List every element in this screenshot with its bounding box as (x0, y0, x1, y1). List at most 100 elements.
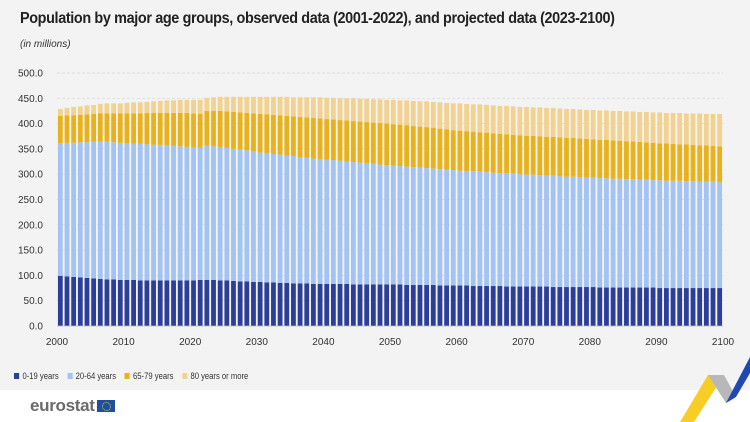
bar-segment (690, 144, 696, 182)
bar-segment (124, 102, 130, 114)
bar-segment (630, 141, 636, 180)
bar-segment (564, 137, 569, 177)
bar-segment (564, 108, 569, 138)
bar-segment (630, 111, 636, 142)
bar-segment (717, 182, 723, 289)
logo-text: eurostat (30, 396, 95, 415)
bar-segment (251, 113, 256, 152)
bar-segment (577, 138, 583, 178)
bar-segment (417, 126, 423, 168)
bar-segment (370, 99, 376, 123)
bar-segment (617, 140, 623, 179)
bar-segment (464, 171, 469, 286)
bar-segment (497, 286, 503, 326)
bar-segment (71, 142, 77, 277)
y-tick-label: 150.0 (18, 246, 43, 257)
bar-segment (630, 179, 636, 288)
bar-segment (64, 142, 70, 277)
bar-segment (584, 287, 589, 326)
bar-segment (544, 175, 549, 287)
bar-segment (703, 113, 709, 146)
bar-segment (330, 284, 336, 326)
bar-segment (597, 287, 603, 326)
bar-segment (557, 108, 563, 138)
bar-segment (237, 281, 243, 326)
bar-segment (604, 287, 609, 326)
bar-segment (111, 113, 117, 143)
bar-segment (257, 113, 263, 153)
bar-segment (77, 114, 83, 143)
bar-segment (690, 288, 696, 326)
bar-segment (157, 280, 163, 326)
bar-segment (311, 158, 316, 285)
bar-segment (191, 113, 196, 148)
bar-segment (377, 99, 383, 124)
bar-segment (577, 177, 583, 288)
bar-segment (637, 179, 643, 288)
bar-segment (231, 148, 236, 281)
bar-segment (717, 146, 723, 183)
bar-segment (377, 123, 383, 165)
bar-segment (144, 101, 150, 113)
bar-segment (324, 97, 330, 120)
bar-segment (604, 178, 609, 288)
eurostat-logo: eurostat (30, 396, 115, 416)
bar-segment (330, 119, 336, 161)
bar-segment (77, 277, 83, 326)
bar-segment (424, 127, 430, 169)
bar-segment (151, 112, 156, 145)
bar-segment (670, 112, 676, 144)
bar-segment (237, 112, 243, 150)
bar-segment (344, 98, 350, 121)
bar-segment (397, 284, 403, 326)
bar-segment (111, 279, 117, 326)
bar-segment (224, 111, 230, 148)
bar-segment (104, 113, 110, 142)
bar-segment (211, 279, 216, 326)
bar-segment (457, 170, 463, 286)
bar-segment (350, 162, 356, 285)
bar-segment (663, 112, 669, 144)
legend-label: 20-64 years (75, 371, 117, 381)
bar-segment (317, 97, 323, 119)
bar-segment (264, 282, 270, 326)
bar-segment (364, 284, 370, 326)
bar-segment (390, 284, 396, 326)
bar-segment (171, 280, 176, 326)
bar-segment (610, 140, 616, 179)
bar-segment (703, 181, 709, 289)
bar-segment (291, 283, 296, 326)
bar-segment (504, 105, 509, 135)
bar-segment (91, 104, 97, 114)
y-tick-label: 100.0 (18, 271, 43, 282)
bar-segment (211, 146, 216, 280)
y-tick-label: 400.0 (18, 119, 43, 130)
bar-segment (257, 96, 263, 114)
bar-segment (564, 287, 569, 326)
bar-segment (64, 107, 70, 116)
y-tick-label: 50.0 (24, 296, 44, 307)
bar-segment (610, 110, 616, 141)
bar-segment (197, 147, 203, 280)
bar-segment (484, 104, 489, 133)
bar-segment (524, 135, 529, 175)
bar-segment (590, 139, 596, 178)
bar-segment (697, 288, 703, 326)
x-tick-label: 2060 (445, 337, 468, 348)
bar-segment (297, 283, 303, 326)
bar-segment (390, 99, 396, 125)
bar-segment (524, 174, 529, 287)
bar-segment (450, 103, 456, 131)
x-tick-label: 2070 (512, 337, 535, 348)
bar-segment (277, 115, 283, 155)
bar-segment (710, 113, 716, 146)
bar-segment (344, 120, 350, 162)
bar-segment (304, 117, 310, 158)
bar-segment (217, 280, 223, 326)
bar-segment (464, 103, 469, 132)
bar-segment (57, 143, 63, 276)
legend-label: 0-19 years (22, 371, 59, 381)
x-tick-label: 2030 (246, 337, 269, 348)
bar-segment (231, 280, 236, 326)
bar-segment (650, 112, 656, 143)
